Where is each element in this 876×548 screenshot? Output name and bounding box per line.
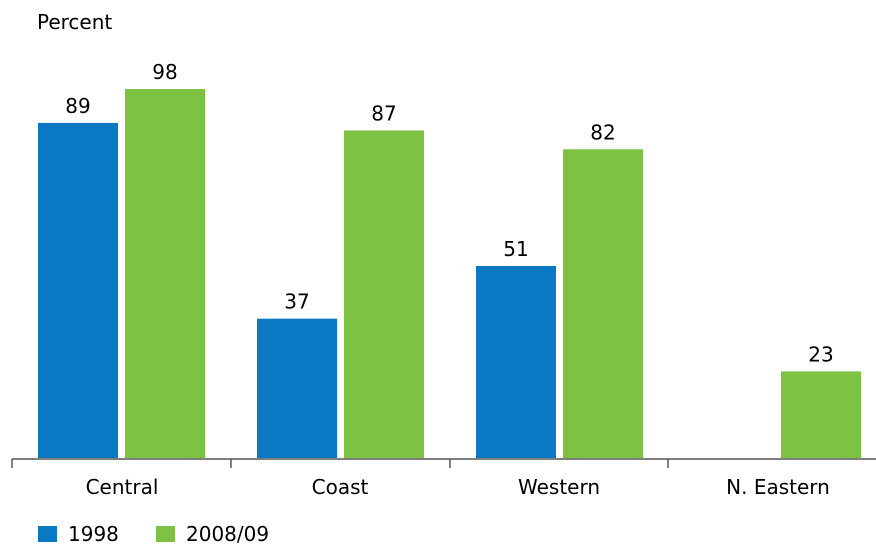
data-label: 98 bbox=[152, 60, 177, 84]
bar-coast-1998 bbox=[257, 318, 337, 458]
legend-swatch bbox=[38, 526, 57, 542]
legend-label: 1998 bbox=[68, 522, 119, 546]
bar-n-eastern-2008-09 bbox=[781, 371, 861, 458]
bar-central-1998 bbox=[38, 122, 118, 458]
bar-western-2008-09 bbox=[563, 149, 643, 458]
data-label: 87 bbox=[371, 101, 396, 125]
bar-western-1998 bbox=[476, 265, 556, 458]
x-ticks-group bbox=[11, 459, 669, 468]
x-tick-label: Western bbox=[518, 475, 600, 499]
x-tick-labels-group: Central Coast Western N. Eastern bbox=[86, 475, 830, 499]
value-labels-group: 89 98 37 87 51 82 23 bbox=[65, 60, 833, 366]
y-axis-label: Percent bbox=[37, 10, 112, 34]
x-tick-label: Coast bbox=[312, 475, 369, 499]
legend-swatch bbox=[156, 526, 175, 542]
legend: 1998 2008/09 bbox=[38, 522, 269, 546]
legend-label: 2008/09 bbox=[186, 522, 269, 546]
data-label: 37 bbox=[284, 290, 309, 314]
data-label: 23 bbox=[808, 342, 833, 366]
bars-group bbox=[38, 89, 861, 458]
x-tick-label: N. Eastern bbox=[726, 475, 830, 499]
bar-central-2008-09 bbox=[125, 89, 205, 458]
data-label: 51 bbox=[503, 237, 528, 261]
data-label: 89 bbox=[65, 94, 90, 118]
data-label: 82 bbox=[590, 120, 615, 144]
bar-coast-2008-09 bbox=[344, 130, 424, 458]
x-tick-label: Central bbox=[86, 475, 159, 499]
